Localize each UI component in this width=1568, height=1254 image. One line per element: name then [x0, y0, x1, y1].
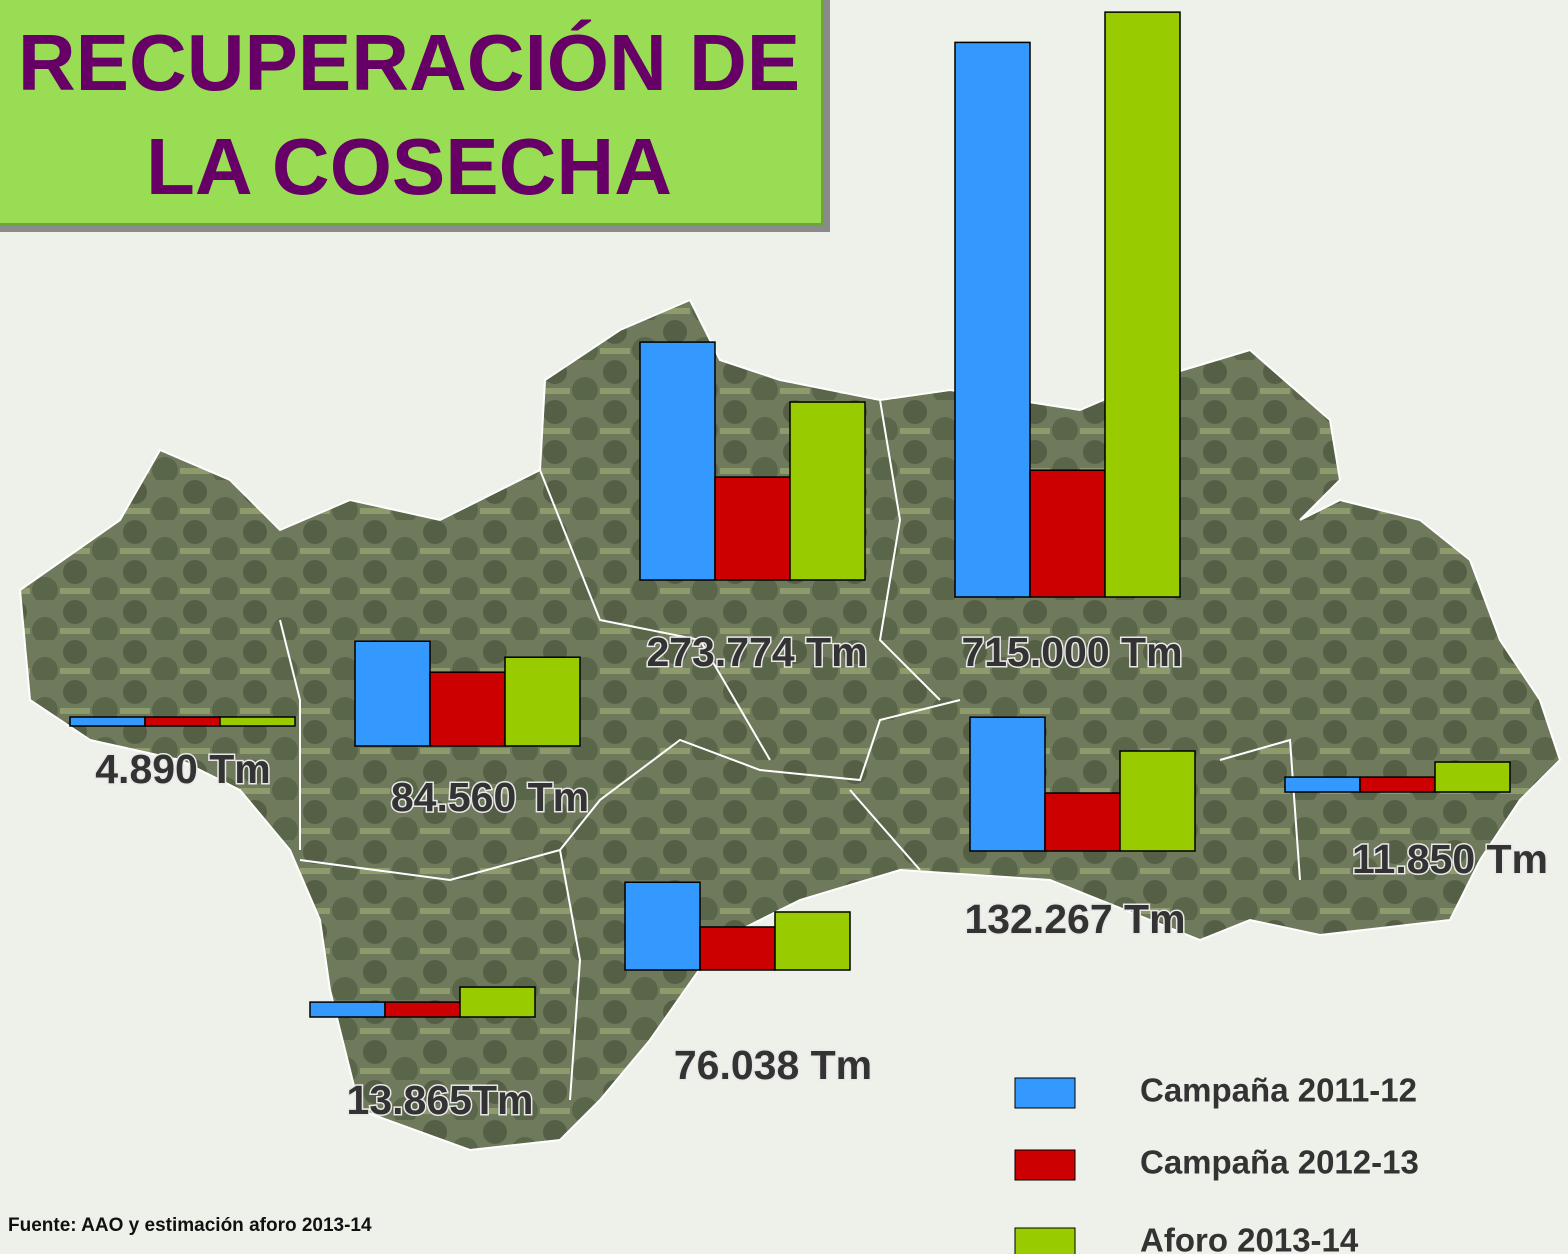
bar — [1119, 750, 1196, 852]
value-label: 132.267 Tm — [964, 896, 1185, 942]
value-label: 11.850 Tm — [1352, 836, 1548, 882]
bar — [69, 716, 146, 727]
bar — [969, 716, 1046, 852]
legend-swatch — [1014, 1077, 1076, 1109]
bar — [144, 716, 221, 727]
legend-swatch — [1014, 1149, 1076, 1181]
value-label: 13.865Tm — [347, 1077, 534, 1123]
bar — [774, 911, 851, 971]
value-label: 273.774 Tm — [646, 629, 867, 675]
value-label: 715.000 Tm — [961, 629, 1182, 675]
source-note: Fuente: AAO y estimación aforo 2013-14 — [8, 1215, 372, 1236]
bar — [384, 1001, 461, 1018]
province-borders — [279, 399, 1301, 1101]
bar — [699, 926, 776, 971]
bar — [624, 881, 701, 971]
legend-swatch — [1014, 1227, 1076, 1254]
legend-label: Campaña 2012-13 — [1140, 1144, 1419, 1181]
bar — [1029, 469, 1106, 598]
bar — [954, 41, 1031, 598]
value-label: 4.890 Tm — [95, 746, 271, 792]
bar — [1044, 792, 1121, 852]
bar — [789, 401, 866, 581]
bar — [1284, 776, 1361, 793]
bar — [1359, 776, 1436, 793]
bar — [354, 640, 431, 747]
bar — [219, 716, 296, 727]
bar — [429, 671, 506, 747]
bar — [309, 1001, 386, 1018]
bar — [504, 656, 581, 747]
bar — [459, 986, 536, 1018]
legend-label: Campaña 2011-12 — [1140, 1072, 1417, 1109]
chart-title: RECUPERACIÓN DE LA COSECHA — [0, 0, 824, 226]
bar — [1104, 11, 1181, 598]
bar — [1434, 761, 1511, 793]
value-label: 84.560 Tm — [391, 774, 589, 820]
bar — [639, 341, 716, 581]
legend-label: Aforo 2013-14 — [1140, 1222, 1359, 1254]
bar — [714, 476, 791, 581]
value-label: 76.038 Tm — [674, 1042, 872, 1088]
